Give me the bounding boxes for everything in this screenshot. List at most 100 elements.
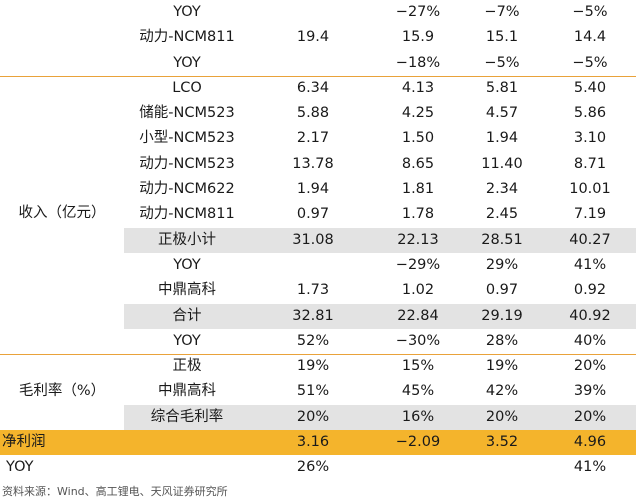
row-label: 动力-NCM622: [139, 181, 235, 198]
table-cell: 2.45: [485, 206, 519, 223]
table-cell: 1.94: [485, 130, 519, 147]
table-row: 储能-NCM523 5.88 4.25 4.57 5.86: [0, 101, 636, 126]
table-cell: 28.51: [481, 231, 523, 248]
table-cell: 26%: [296, 459, 330, 476]
table-cell: 31.08: [292, 231, 334, 248]
table-cell: −18%: [395, 54, 441, 71]
row-label: YOY: [173, 54, 201, 71]
table-row: YOY −18% −5% −5%: [0, 51, 636, 76]
table-cell: [250, 0, 376, 25]
table-row: YOY −27% −7% −5%: [0, 0, 636, 25]
row-label: 小型-NCM523: [139, 130, 235, 147]
table-cell: 13.78: [292, 155, 334, 172]
row-shading: [124, 404, 636, 431]
table-cell: 8.65: [401, 155, 435, 172]
table-cell: 5.88: [296, 105, 330, 122]
table-row: 动力-NCM811 19.4 15.9 15.1 14.4: [0, 25, 636, 50]
table-row: 动力-NCM523 13.78 8.65 11.40 8.71: [0, 152, 636, 177]
table-cell: 1.78: [401, 206, 435, 223]
row-label: LCO: [172, 79, 202, 96]
table-cell: 20%: [296, 408, 330, 425]
table-cell: 1.94: [296, 181, 330, 198]
table-row: 中鼎高科 51% 45% 42% 39%: [0, 379, 636, 404]
row-label: [124, 430, 250, 455]
table-cell: 5.81: [485, 79, 519, 96]
table-cell: −5%: [484, 54, 520, 71]
table-row: YOY −29% 29% 41%: [0, 253, 636, 278]
table-row: 中鼎高科 1.73 1.02 0.97 0.92: [0, 278, 636, 303]
row-shading: [124, 303, 636, 329]
table-cell: −2.09: [395, 434, 441, 451]
table-row: 动力-NCM811 0.97 1.78 2.45 7.19: [0, 202, 636, 227]
table-cell: 2.17: [296, 130, 330, 147]
row-label: 动力-NCM523: [139, 155, 235, 172]
row-label: 储能-NCM523: [139, 105, 235, 122]
table-cell: 3.52: [485, 434, 519, 451]
table-cell: 5.86: [573, 105, 607, 122]
table-cell: 52%: [296, 332, 330, 349]
table-cell: 20%: [573, 358, 607, 375]
table-cell: −5%: [572, 4, 608, 20]
table-cell: 19%: [296, 358, 330, 375]
table-cell: 4.57: [485, 105, 519, 122]
table-cell: 29%: [485, 256, 519, 273]
table-cell: 32.81: [292, 307, 334, 324]
table-cell: 0.97: [485, 282, 519, 299]
table-cell: 8.71: [573, 155, 607, 172]
table-row: YOY 52% −30% 28% 40%: [0, 329, 636, 354]
table-cell: 4.96: [573, 434, 607, 451]
table-cell: 3.10: [573, 130, 607, 147]
table-cell: 1.81: [401, 181, 435, 198]
row-section-label: 净利润: [2, 434, 46, 451]
table-cell: 16%: [401, 408, 435, 425]
table-cell: 41%: [573, 256, 607, 273]
table-cell: [376, 455, 460, 480]
row-label: 正极小计: [158, 231, 216, 248]
table-cell: 40%: [573, 332, 607, 349]
row-label: 正极: [172, 358, 202, 375]
row-label: YOY: [173, 332, 201, 349]
group-label-revenue: 收入（亿元）: [18, 205, 106, 221]
table-cell: 1.02: [401, 282, 435, 299]
table-cell: 6.34: [296, 79, 330, 96]
table-cell: 14.4: [573, 29, 607, 46]
row-label: 动力-NCM811: [139, 29, 235, 46]
table-cell: 45%: [401, 383, 435, 400]
table-cell: 15.9: [401, 29, 435, 46]
table-cell: 1.73: [296, 282, 330, 299]
table-cell: 42%: [485, 383, 519, 400]
section-divider-revenue: [0, 75, 636, 77]
table-cell: 19%: [485, 358, 519, 375]
table-cell: [250, 253, 376, 278]
table-row: 正极 19% 15% 19% 20%: [0, 354, 636, 379]
table-cell: 5.40: [573, 79, 607, 96]
table-cell: 22.84: [397, 307, 439, 324]
row-label: 综合毛利率: [150, 408, 224, 425]
financial-table: YOY −27% −7% −5% 动力-NCM811 19.4 15.9 15.1 14.4 YO…: [0, 0, 636, 480]
table-cell: 1.50: [401, 130, 435, 147]
table-row: 综合毛利率 20% 16% 20% 20%: [0, 404, 636, 431]
table-row: 动力-NCM622 1.94 1.81 2.34 10.01: [0, 177, 636, 202]
table-cell: 15%: [401, 358, 435, 375]
table-cell: [460, 455, 544, 480]
row-label: YOY: [173, 4, 201, 20]
row-label: [124, 455, 250, 480]
table-cell: [250, 51, 376, 76]
table-cell: 10.01: [569, 181, 611, 198]
row-label: YOY: [173, 256, 201, 273]
row-label: 中鼎高科: [158, 383, 216, 400]
table-cell: 11.40: [481, 155, 523, 172]
table-row: 净利润 3.16 −2.09 3.52 4.96: [0, 430, 636, 456]
table-cell: 4.13: [401, 79, 435, 96]
table-cell: 2.34: [485, 181, 519, 198]
section-divider-gross-margin: [0, 354, 636, 356]
table-cell: 40.92: [569, 307, 611, 324]
table-row: LCO 6.34 4.13 5.81 5.40: [0, 76, 636, 101]
table-cell: −30%: [395, 332, 441, 349]
table-body: YOY −27% −7% −5% 动力-NCM811 19.4 15.9 15.1 14.4 YO…: [0, 0, 636, 480]
row-section-label: YOY: [6, 459, 34, 476]
table-cell: 19.4: [296, 29, 330, 46]
table-cell: 39%: [573, 383, 607, 400]
table-row: 正极小计 31.08 22.13 28.51 40.27: [0, 227, 636, 253]
table-cell: 51%: [296, 383, 330, 400]
